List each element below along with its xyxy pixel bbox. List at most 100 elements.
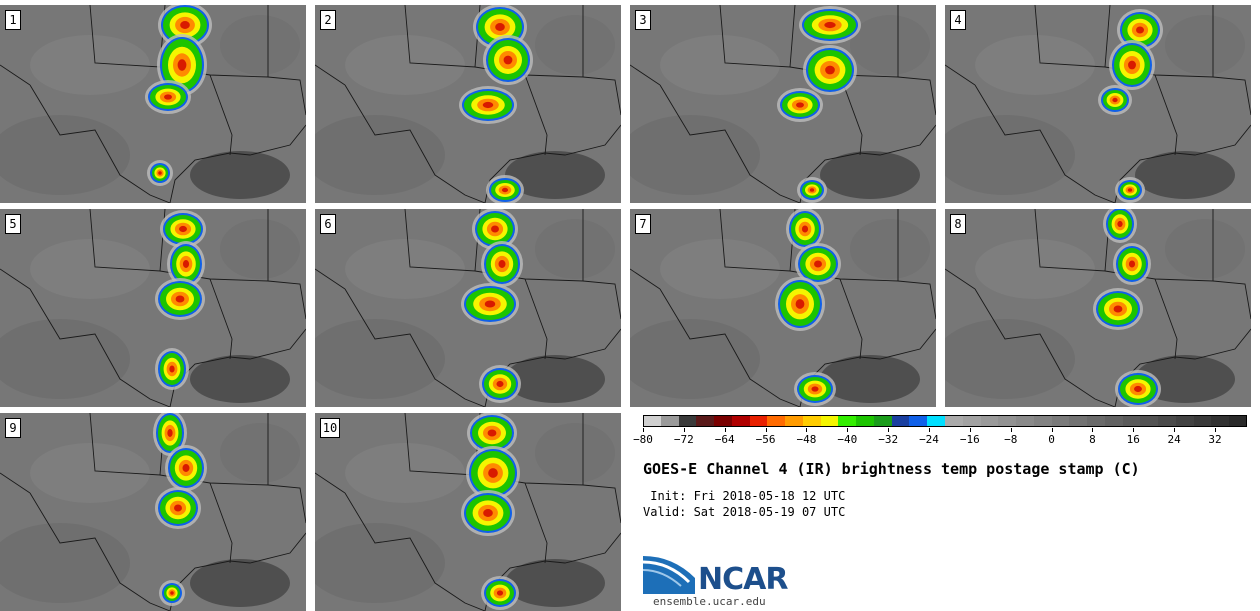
postage-stamp-panel: 5 — [0, 209, 306, 407]
colorbar-tick-label: −24 — [919, 433, 939, 446]
colorbar-swatch — [856, 415, 875, 427]
panel-number-label: 1 — [5, 10, 21, 30]
colorbar-tick — [1051, 428, 1053, 432]
colorbar-tick — [683, 428, 685, 432]
colorbar-swatch — [1016, 415, 1035, 427]
colorbar-tick — [1133, 428, 1135, 432]
colorbar-tick-label: 24 — [1167, 433, 1181, 446]
colorbar-swatch — [998, 415, 1017, 427]
panel-number-label: 3 — [635, 10, 651, 30]
colorbar-tick-label: 0 — [1048, 433, 1055, 446]
colorbar-tick-label: −32 — [878, 433, 899, 446]
colorbar-swatch — [767, 415, 786, 427]
postage-stamp-panel: 1 — [0, 5, 306, 203]
colorbar-tick — [969, 428, 971, 432]
colorbar-swatch — [1211, 415, 1230, 427]
colorbar-swatch — [962, 415, 981, 427]
colorbar-swatch — [820, 415, 839, 427]
colorbar-swatch — [1104, 415, 1123, 427]
postage-stamp-panel: 4 — [945, 5, 1251, 203]
colorbar-swatch — [927, 415, 946, 427]
postage-stamp-panel: 9 — [0, 413, 306, 611]
postage-stamp-panel: 2 — [315, 5, 621, 203]
panel-number-label: 10 — [320, 418, 340, 438]
ir-satellite-map — [0, 5, 306, 203]
colorbar-tick — [765, 428, 767, 432]
colorbar-tick-label: −40 — [837, 433, 858, 446]
postage-stamp-panel: 6 — [315, 209, 621, 407]
colorbar-swatch — [1140, 415, 1159, 427]
colorbar-tick-label: −72 — [673, 433, 694, 446]
colorbar-swatch — [1087, 415, 1106, 427]
colorbar-swatch — [802, 415, 821, 427]
colorbar-tick — [724, 428, 726, 432]
logo-name: NCAR — [698, 562, 788, 597]
colorbar-swatch — [1193, 415, 1212, 427]
panel-number-label: 9 — [5, 418, 21, 438]
colorbar-tick — [1010, 428, 1012, 432]
colorbar-swatch — [1069, 415, 1088, 427]
colorbar-tick-label: −48 — [796, 433, 817, 446]
postage-stamp-panel: 7 — [630, 209, 936, 407]
colorbar-swatch — [731, 415, 750, 427]
panel-number-label: 6 — [320, 214, 336, 234]
colorbar-tick-label: −56 — [755, 433, 776, 446]
postage-stamp-panel: 3 — [630, 5, 936, 203]
colorbar-tick — [643, 428, 644, 432]
colorbar-swatch — [1229, 415, 1248, 427]
ir-satellite-map — [945, 5, 1251, 203]
figure-title: GOES-E Channel 4 (IR) brightness temp po… — [643, 460, 1140, 478]
colorbar-swatch — [714, 415, 733, 427]
ir-satellite-map — [315, 5, 621, 203]
colorbar-swatch — [678, 415, 697, 427]
colorbar-swatch — [785, 415, 804, 427]
colorbar-tick-label: −16 — [959, 433, 980, 446]
colorbar-tick — [888, 428, 890, 432]
ir-satellite-map — [315, 413, 621, 611]
colorbar-tick-label: −80 — [633, 433, 653, 446]
colorbar-swatch — [696, 415, 715, 427]
colorbar-swatch — [660, 415, 679, 427]
colorbar-swatch — [1122, 415, 1141, 427]
colorbar-tick-label: −8 — [1004, 433, 1018, 446]
colorbar-tick — [1215, 428, 1216, 432]
colorbar-swatch — [838, 415, 857, 427]
panel-number-label: 5 — [5, 214, 21, 234]
colorbar-frame — [643, 415, 1247, 427]
colorbar-swatch — [1175, 415, 1194, 427]
colorbar-swatch — [1158, 415, 1177, 427]
colorbar-tick — [929, 428, 930, 432]
logo-url: ensemble.ucar.edu — [653, 595, 766, 608]
colorbar-swatch — [749, 415, 768, 427]
panel-number-label: 4 — [950, 10, 966, 30]
colorbar-swatch — [1033, 415, 1052, 427]
colorbar-swatch — [891, 415, 910, 427]
ncar-logo-icon — [643, 556, 695, 594]
colorbar-tick — [1174, 428, 1176, 432]
panel-number-label: 7 — [635, 214, 651, 234]
colorbar-tick — [806, 428, 808, 432]
ir-satellite-map — [630, 209, 936, 407]
colorbar-swatch — [873, 415, 892, 427]
colorbar-tick — [847, 428, 849, 432]
ir-satellite-map — [630, 5, 936, 203]
colorbar-swatch — [643, 415, 661, 427]
valid-time: Valid: Sat 2018-05-19 07 UTC — [643, 505, 846, 519]
ir-satellite-map — [0, 209, 306, 407]
postage-stamp-panel: 8 — [945, 209, 1251, 407]
colorbar-swatch — [1051, 415, 1070, 427]
colorbar-tick-label: 16 — [1126, 433, 1140, 446]
colorbar-tick-label: 32 — [1208, 433, 1222, 446]
ir-satellite-map — [945, 209, 1251, 407]
colorbar-tick-label: 8 — [1089, 433, 1096, 446]
colorbar-swatch — [945, 415, 963, 427]
ir-satellite-map — [0, 413, 306, 611]
colorbar-tick-label: −64 — [714, 433, 735, 446]
colorbar-tick — [1092, 428, 1094, 432]
colorbar-swatch — [909, 415, 928, 427]
init-time: Init: Fri 2018-05-18 12 UTC — [643, 489, 846, 503]
postage-stamp-panel: 10 — [315, 413, 621, 611]
colorbar-swatch — [980, 415, 999, 427]
panel-number-label: 8 — [950, 214, 966, 234]
panel-number-label: 2 — [320, 10, 336, 30]
